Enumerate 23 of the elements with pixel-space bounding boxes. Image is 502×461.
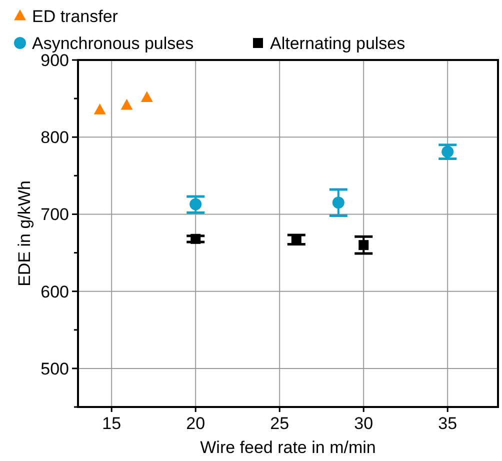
x-tick-label: 20 [186, 414, 206, 433]
legend-label: Asynchronous pulses [32, 34, 194, 53]
point [358, 240, 369, 250]
x-tick-label: 30 [354, 414, 374, 433]
x-tick-label: 35 [438, 414, 458, 433]
point [332, 196, 344, 209]
x-tick-label: 15 [102, 414, 122, 433]
legend-label: Alternating pulses [270, 34, 406, 53]
point [190, 198, 202, 210]
point [140, 91, 153, 102]
legend-label: ED transfer [32, 7, 118, 26]
y-tick-label: 500 [40, 359, 69, 378]
y-tick-label: 900 [40, 51, 69, 70]
x-tick-label: 25 [270, 414, 290, 433]
point [190, 234, 201, 244]
y-tick-label: 600 [40, 282, 69, 302]
y-tick-label: 800 [40, 128, 69, 148]
point [120, 98, 133, 110]
y-axis-title: EDE in g/kWh [15, 180, 34, 286]
point [442, 146, 454, 158]
x-axis-title: Wire feed rate in m/min [200, 438, 376, 457]
y-tick-label: 700 [40, 205, 69, 224]
point [94, 104, 106, 114]
